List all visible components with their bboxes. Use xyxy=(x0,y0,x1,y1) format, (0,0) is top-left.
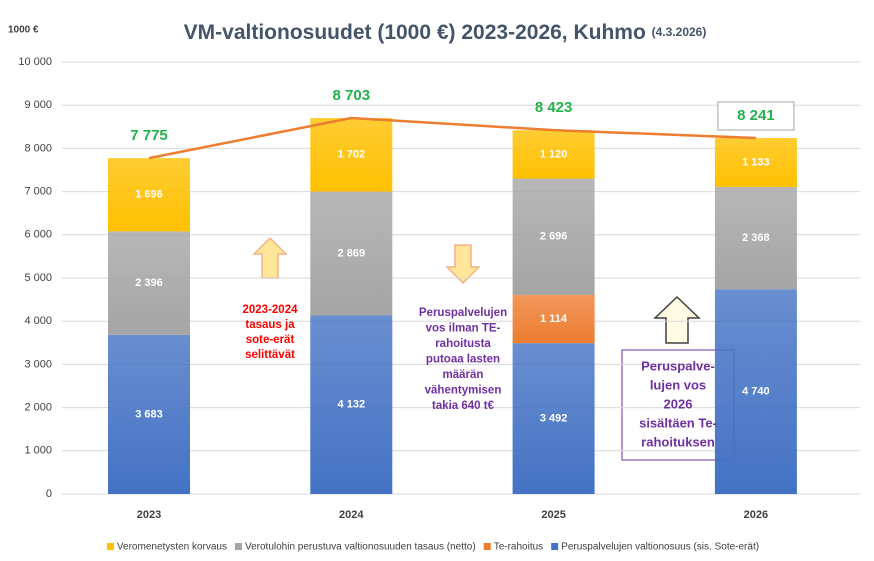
y-tick-label: 10 000 xyxy=(18,56,52,68)
bar-segment xyxy=(512,178,595,296)
data-label: 2 869 xyxy=(338,247,366,259)
y-tick-label: 7 000 xyxy=(24,186,52,198)
legend-label: Te-rahoitus xyxy=(494,542,543,553)
total-label: 8 241 xyxy=(737,107,775,124)
legend-swatch xyxy=(106,543,114,550)
bar-segment xyxy=(108,231,190,335)
total-label: 8 703 xyxy=(333,87,371,104)
data-label: 3 683 xyxy=(135,408,163,420)
subtitle: (4.3.2026) xyxy=(652,25,707,39)
y-tick-label: 6 000 xyxy=(24,229,52,241)
annotation-text: lujen vos xyxy=(650,377,706,392)
legend-swatch xyxy=(483,543,491,550)
y-axis-label: 1000 € xyxy=(8,25,39,36)
data-label: 2 368 xyxy=(742,232,770,244)
x-tick-label: 2025 xyxy=(541,509,565,521)
annotation-text: 2026 xyxy=(664,396,693,411)
annotation-text: vähentymisen xyxy=(425,385,502,397)
y-tick-label: 2 000 xyxy=(24,402,52,414)
bar-segment xyxy=(310,118,393,192)
x-tick-label: 2023 xyxy=(137,509,161,521)
data-label: 2 396 xyxy=(135,277,163,289)
bar-segment xyxy=(310,191,393,316)
annotation-text: selittävät xyxy=(245,349,295,361)
y-tick-label: 0 xyxy=(46,488,52,500)
bar-segment xyxy=(108,334,190,494)
annotation-text: rahoituksen xyxy=(641,434,715,449)
bar-segment xyxy=(512,343,595,494)
data-label: 1 702 xyxy=(338,149,366,161)
x-tick-label: 2026 xyxy=(744,509,768,521)
bar-segment xyxy=(108,158,190,232)
annotation-text: määrän xyxy=(443,369,484,381)
annotation-text: sote-erät xyxy=(246,334,295,346)
annotation-text: rahoitusta xyxy=(435,338,491,350)
total-box xyxy=(717,101,795,131)
y-tick-label: 4 000 xyxy=(24,315,52,327)
annotation-text: Peruspalvelujen xyxy=(419,307,507,319)
y-tick-label: 3 000 xyxy=(24,358,52,370)
data-label: 2 696 xyxy=(540,231,568,243)
total-label: 8 423 xyxy=(535,99,573,116)
annotation-text: tasaus ja xyxy=(245,319,295,331)
legend-label: Veromenetysten korvaus xyxy=(117,542,227,553)
title-text: VM-valtionosuudet (1000 €) 2023-2026, Ku… xyxy=(184,21,646,44)
legend-label: Peruspalvelujen valtionosuus (sis. Sote-… xyxy=(561,542,759,553)
annotation-text: sisältäen Te- xyxy=(639,415,717,430)
bar-segment xyxy=(310,315,393,494)
bar-segment xyxy=(714,137,797,187)
y-tick-label: 8 000 xyxy=(24,142,52,154)
up-arrow-outline xyxy=(653,295,701,344)
y-tick-label: 1 000 xyxy=(24,445,52,457)
annotation-text: putoaa lasten xyxy=(426,354,500,366)
legend-swatch xyxy=(551,543,559,550)
data-label: 1 133 xyxy=(742,156,770,168)
data-label: 1 120 xyxy=(540,148,568,160)
annotation-text: 2023-2024 xyxy=(243,304,299,316)
data-label: 1 696 xyxy=(135,189,163,201)
bar-segment xyxy=(714,289,797,494)
annotation-text: vos ilman TE- xyxy=(426,323,501,335)
y-tick-label: 5 000 xyxy=(24,272,52,284)
y-tick-label: 9 000 xyxy=(24,99,52,111)
data-label: 4 132 xyxy=(338,399,366,411)
legend-label: Verotulohin perustuva valtionosuuden tas… xyxy=(245,542,476,553)
data-label: 3 492 xyxy=(540,412,568,424)
down-arrow xyxy=(445,244,481,285)
total-label: 7 775 xyxy=(130,127,168,144)
annotation-text: Peruspalve- xyxy=(641,358,715,373)
data-label: 4 740 xyxy=(742,386,770,398)
bar-segment xyxy=(714,186,797,290)
legend-swatch xyxy=(234,543,242,550)
bar-segment xyxy=(512,295,595,344)
bar-segment xyxy=(512,130,595,179)
x-tick-label: 2024 xyxy=(339,509,364,521)
annotation-text: takia 640 t€ xyxy=(432,400,495,412)
legend: Veromenetysten korvaus Verotulohin perust… xyxy=(106,542,759,553)
data-label: 1 114 xyxy=(540,313,568,325)
chart-title: VM-valtionosuudet (1000 €) 2023-2026, Ku… xyxy=(184,21,707,44)
trend-line xyxy=(148,116,756,160)
